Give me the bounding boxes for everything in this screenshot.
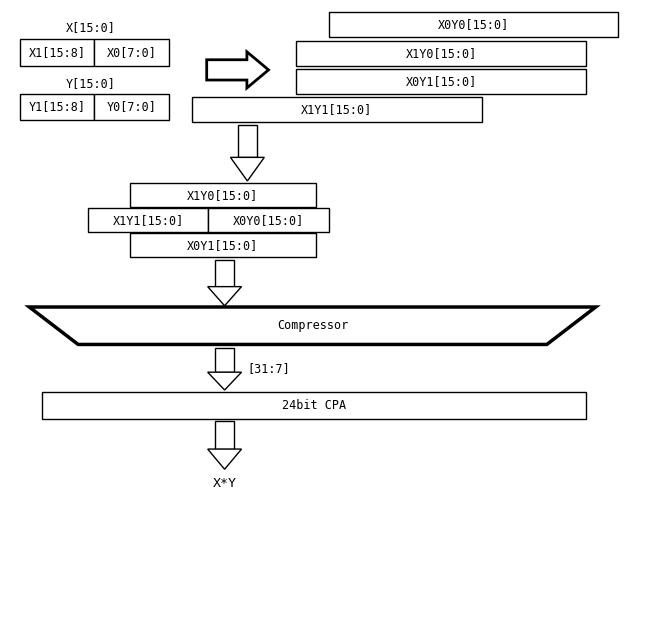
Polygon shape — [215, 260, 234, 286]
Polygon shape — [208, 449, 242, 469]
Text: X1[15:8]: X1[15:8] — [29, 46, 85, 59]
Text: 24bit CPA: 24bit CPA — [282, 399, 346, 412]
Bar — [130, 233, 316, 257]
Bar — [329, 12, 618, 37]
Bar — [88, 208, 208, 232]
Bar — [94, 39, 169, 66]
Text: Y0[7:0]: Y0[7:0] — [107, 100, 157, 113]
Text: X1Y1[15:0]: X1Y1[15:0] — [301, 103, 372, 115]
Text: Compressor: Compressor — [277, 319, 348, 332]
Text: Y1[15:8]: Y1[15:8] — [29, 100, 85, 113]
Polygon shape — [208, 286, 242, 306]
Text: X0Y0[15:0]: X0Y0[15:0] — [438, 19, 509, 31]
Text: X*Y: X*Y — [213, 477, 236, 490]
Bar — [20, 94, 94, 120]
Text: X0[7:0]: X0[7:0] — [107, 46, 157, 59]
Polygon shape — [230, 157, 264, 181]
Text: X1Y1[15:0]: X1Y1[15:0] — [113, 214, 184, 227]
Bar — [20, 39, 94, 66]
Text: X1Y0[15:0]: X1Y0[15:0] — [187, 189, 258, 202]
Text: X0Y1[15:0]: X0Y1[15:0] — [406, 75, 477, 87]
Polygon shape — [208, 372, 242, 390]
Text: Y[15:0]: Y[15:0] — [66, 77, 116, 90]
Text: X1Y0[15:0]: X1Y0[15:0] — [406, 47, 477, 59]
Polygon shape — [207, 52, 268, 88]
Text: [31:7]: [31:7] — [247, 363, 290, 375]
Bar — [42, 392, 586, 419]
Bar — [296, 41, 586, 66]
Polygon shape — [215, 421, 234, 449]
Text: X0Y0[15:0]: X0Y0[15:0] — [233, 214, 304, 227]
Text: X[15:0]: X[15:0] — [66, 21, 116, 34]
Bar — [94, 94, 169, 120]
Bar — [192, 97, 482, 122]
Polygon shape — [29, 307, 596, 344]
Bar — [130, 183, 316, 207]
Polygon shape — [215, 348, 234, 372]
Text: X0Y1[15:0]: X0Y1[15:0] — [187, 239, 258, 251]
Polygon shape — [238, 125, 257, 157]
Bar — [296, 69, 586, 94]
Bar — [208, 208, 329, 232]
